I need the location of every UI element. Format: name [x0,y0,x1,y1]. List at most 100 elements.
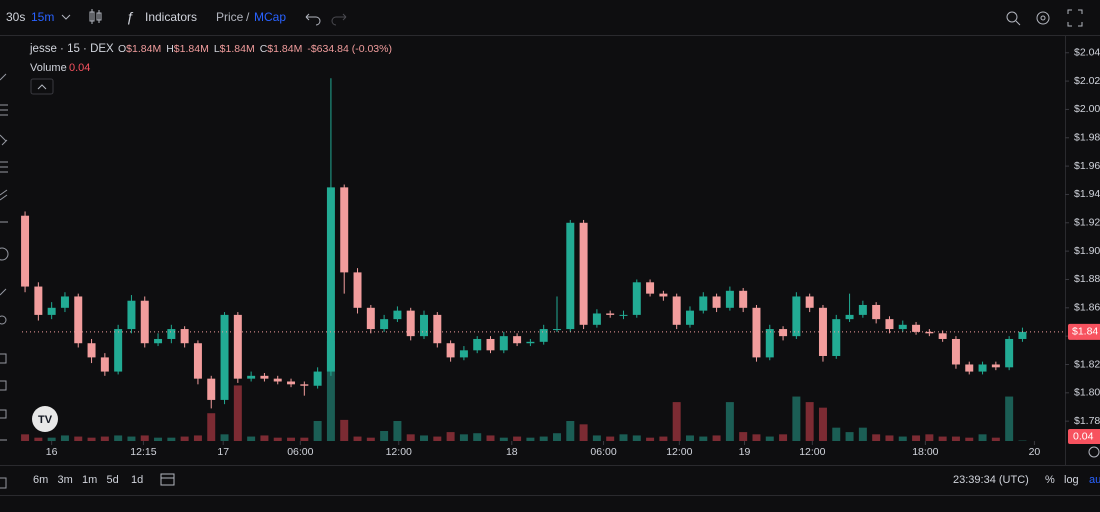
volume-bar [912,435,921,441]
settings-icon[interactable] [1088,446,1100,458]
volume-bar [87,437,96,441]
interval-active[interactable]: 15m [31,10,54,24]
log-toggle[interactable]: log [1064,474,1079,486]
y-tick-label: $1.92 [1074,217,1100,229]
y-tick-label: $2.04 [1074,47,1100,59]
volume-bar [872,434,881,441]
volume-bar [672,402,681,441]
redo-icon[interactable] [331,13,347,26]
volume-bar [832,427,841,441]
candle-body [513,336,522,344]
toolbar-right-icons[interactable] [1006,9,1083,27]
volume-bar [699,436,708,441]
candle-body [47,307,56,315]
volume-bar [499,437,508,441]
volume-bar [938,436,947,441]
volume-bar [207,413,216,441]
candle-body [1018,331,1027,339]
indicators-button[interactable]: Indicators [145,10,197,24]
volume-bar [34,437,43,441]
candle-body [739,290,748,308]
collapse-button[interactable] [30,78,54,95]
volume-bar [606,436,615,441]
range-button[interactable]: 5d [107,474,119,486]
volume-bar [260,435,269,441]
candle-body [579,222,588,325]
candle-body [247,375,256,379]
clock: 23:39:34 (UTC) [953,474,1029,486]
candle-body [100,357,109,372]
candle-body [167,329,176,339]
fx-icon[interactable]: ƒ [126,9,134,25]
candle-body [619,314,628,316]
volume-bar [326,341,335,441]
candle-body [672,296,681,325]
drawing-tools[interactable] [0,73,9,489]
interval[interactable]: 30s [6,10,25,24]
candle-body [340,187,349,273]
volume-bar [779,434,788,441]
x-tick-label: 12:15 [130,446,156,458]
logo: TV [32,406,58,432]
x-tick-label: 12:00 [799,446,825,458]
volume-bar [193,435,202,441]
candle-body [154,338,163,344]
x-tick-label: 12:00 [666,446,692,458]
y-tick-label: $1.88 [1074,273,1100,285]
volume-bar [300,437,309,441]
volume-bar [619,434,628,441]
range-button[interactable]: 1m [82,474,97,486]
volume-bar [818,407,827,441]
volume-bar [406,434,415,441]
volume-bar [287,437,296,441]
dropdown-icon[interactable] [61,14,71,20]
candle-body [765,329,774,358]
auto-toggle[interactable]: au [1089,474,1100,486]
volume-bar [167,437,176,441]
y-tick-label: $2.00 [1074,103,1100,115]
volume-bar [965,437,974,441]
volume-bar [898,436,907,441]
range-button[interactable]: 3m [58,474,73,486]
candle-body [193,343,202,379]
price-toggle[interactable]: Price [216,10,244,24]
candle-body [858,304,867,315]
candle-body [420,314,429,337]
x-tick-label: 17 [217,446,229,458]
volume-bar [393,421,402,441]
collapse-icon[interactable] [37,84,47,90]
candle-body [978,364,987,372]
range-button[interactable]: 1d [131,474,143,486]
legend-key: H [166,43,174,55]
candle-body [313,371,322,386]
volume-bar [725,402,734,441]
chart-type-icon[interactable] [89,9,102,24]
toggle-separator: / [246,10,250,24]
volume-bar [380,431,389,441]
range-button[interactable]: 6m [33,474,48,486]
percent-toggle[interactable]: % [1045,474,1055,486]
candle-body [433,314,442,344]
candle-body [207,378,216,400]
volume-bar [752,434,761,441]
candle-body [553,329,561,331]
volume-bar [632,435,641,441]
volume-tag [1068,429,1100,444]
volume-bar [539,436,548,441]
legend-value: $1.84M [220,43,255,55]
calendar-icon[interactable] [160,473,175,486]
volume-bar [805,402,814,441]
undo-icon[interactable] [305,13,321,26]
volume-bar [526,437,535,441]
candle-body [34,286,43,315]
candle-body [885,319,894,330]
candle-body [499,336,508,351]
candle-body [180,329,189,344]
volume-bar [712,435,721,441]
y-tick-label: $1.86 [1074,302,1100,314]
candle-body [127,300,136,330]
mcap-toggle[interactable]: MCap [254,10,286,24]
volume-bar [100,436,109,441]
x-tick-label: 18:00 [912,446,938,458]
